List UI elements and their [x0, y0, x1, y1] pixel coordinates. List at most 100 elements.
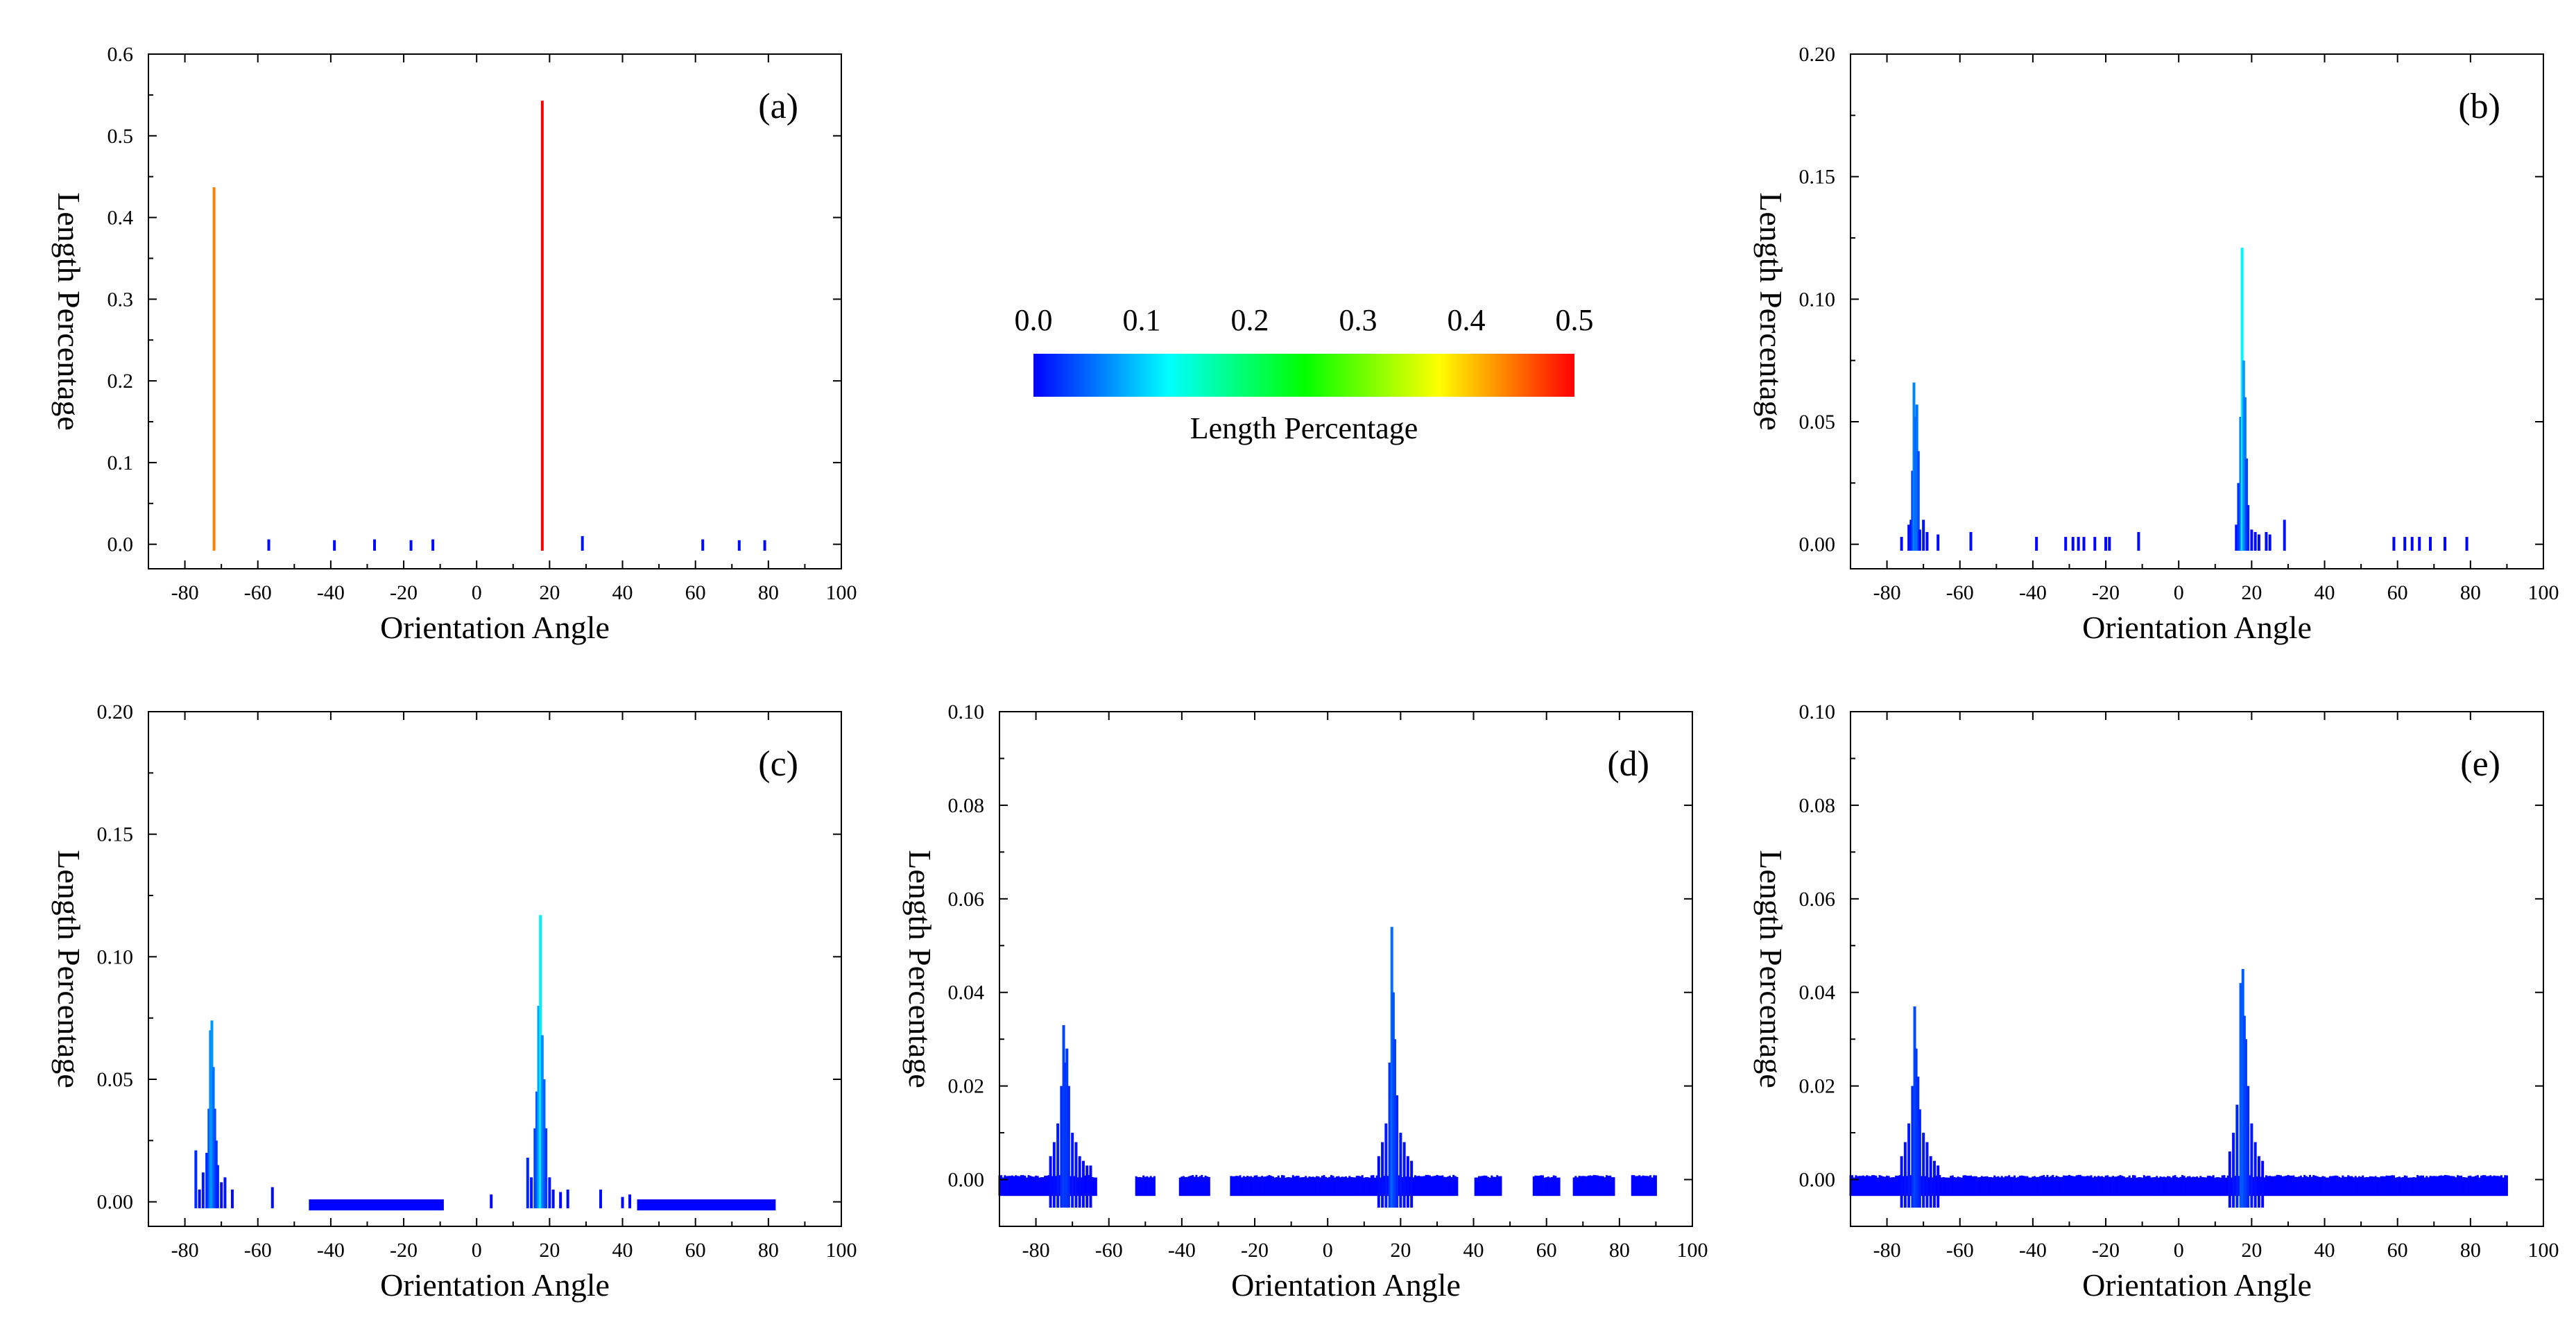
noise-bar [2097, 1176, 2100, 1197]
x-tick-label: -80 [1022, 1239, 1050, 1262]
noise-bar [2186, 1176, 2189, 1197]
bar [540, 1035, 544, 1208]
bar [599, 1190, 602, 1208]
bar [212, 187, 216, 551]
noise-bar [1896, 1176, 1899, 1197]
noise-bar [2431, 1176, 2434, 1197]
x-tick-label: -80 [1873, 581, 1901, 604]
noise-bar [1279, 1177, 1282, 1197]
bar [2239, 416, 2242, 551]
noise-bar [1264, 1176, 1267, 1197]
noise-bar [1093, 1177, 1096, 1197]
noise-bar [2400, 1177, 2403, 1197]
noise-bar [1186, 1176, 1189, 1197]
y-tick-label: 0.20 [1799, 43, 1836, 66]
noise-bar [2425, 1176, 2428, 1197]
noise-bar [2484, 1175, 2487, 1197]
noise-bar [1957, 1176, 1959, 1197]
bar [1406, 1156, 1409, 1208]
x-tick-label: 20 [2241, 1239, 2262, 1262]
noise-bar [2299, 1175, 2302, 1197]
noise-bar [1016, 1176, 1019, 1197]
bar [1071, 1133, 1074, 1208]
bar [2077, 537, 2080, 551]
noise-bar [2029, 1177, 2032, 1197]
bar [1907, 524, 1911, 551]
noise-bar [2308, 1174, 2311, 1197]
noise-bar [2137, 1177, 2140, 1197]
noise-bar [2079, 1174, 2081, 1197]
noise-bar [2017, 1176, 2020, 1197]
noise-bar [1598, 1176, 1601, 1197]
bar [1929, 1156, 1932, 1208]
noise-bar [1951, 1175, 1954, 1197]
noise-bar [1201, 1174, 1203, 1197]
noise-bar [2075, 1175, 2078, 1197]
noise-bar [1305, 1176, 1307, 1197]
noise-bar [2011, 1176, 2014, 1197]
noise-bar [1076, 1177, 1079, 1197]
noise-bar [1477, 1176, 1480, 1197]
noise-bar [1554, 1176, 1557, 1197]
noise-bar [1487, 1176, 1490, 1197]
noise-bar [2314, 1175, 2317, 1197]
noise-bar [1572, 1177, 1575, 1197]
noise-bar [1405, 1176, 1407, 1197]
noise-bar [1004, 1175, 1006, 1197]
noise-bar [1073, 1176, 1076, 1197]
y-tick-label: 0.5 [108, 125, 134, 148]
noise-bar [2090, 1175, 2093, 1197]
x-axis-title: Orientation Angle [2082, 610, 2312, 645]
bar [1969, 532, 1973, 551]
x-tick-label: -60 [244, 581, 272, 604]
noise-bar [1262, 1176, 1265, 1197]
noise-bar [1270, 1176, 1273, 1197]
noise-bar [1027, 1175, 1030, 1197]
bar [1918, 1109, 1921, 1208]
noise-bar [2053, 1177, 2056, 1197]
noise-bar [2380, 1176, 2382, 1197]
noise-bar [1271, 1176, 1274, 1197]
y-tick-label: 0.15 [97, 823, 134, 846]
noise-bar [1273, 1177, 1276, 1197]
noise-bar [1153, 1176, 1156, 1197]
bar [551, 1190, 555, 1208]
noise-bar [1909, 1175, 1912, 1197]
noise-bar [2102, 1177, 2105, 1197]
x-tick-label: 100 [1677, 1239, 1708, 1262]
noise-bar [2210, 1176, 2213, 1197]
bar [1390, 927, 1393, 1208]
noise-bar [1184, 1176, 1187, 1197]
noise-bar [1991, 1177, 1994, 1197]
bar [1384, 1123, 1388, 1208]
x-tick-label: -40 [2019, 581, 2047, 604]
noise-bar [1953, 1176, 1956, 1197]
x-tick-label: 20 [539, 581, 560, 604]
noise-bar [2327, 1177, 2330, 1197]
noise-bar [1592, 1174, 1595, 1197]
noise-bar [2440, 1175, 2443, 1197]
noise-bar [2353, 1177, 2355, 1197]
noise-bar [2130, 1177, 2133, 1197]
noise-bar [1330, 1175, 1332, 1197]
bar [2429, 537, 2432, 551]
noise-bar [1251, 1177, 1254, 1197]
noise-bar [1268, 1175, 1271, 1197]
bar [1900, 537, 1903, 551]
noise-bar [2145, 1176, 2147, 1197]
y-tick-label: 0.06 [948, 888, 985, 911]
noise-bar [1631, 1175, 1633, 1197]
noise-bar [2376, 1177, 2379, 1197]
x-tick-label: 0 [472, 581, 482, 604]
noise-bar [1590, 1176, 1593, 1197]
noise-bar [1580, 1176, 1583, 1197]
noise-bar [1244, 1176, 1247, 1197]
noise-bar [1995, 1176, 1998, 1197]
x-tick-label: -60 [1946, 1239, 1974, 1262]
noise-bar [1558, 1177, 1561, 1197]
noise-bar [1430, 1176, 1433, 1197]
noise-bar [2500, 1175, 2503, 1197]
plot-frame [1850, 53, 2544, 569]
noise-bar [2343, 1176, 2346, 1197]
